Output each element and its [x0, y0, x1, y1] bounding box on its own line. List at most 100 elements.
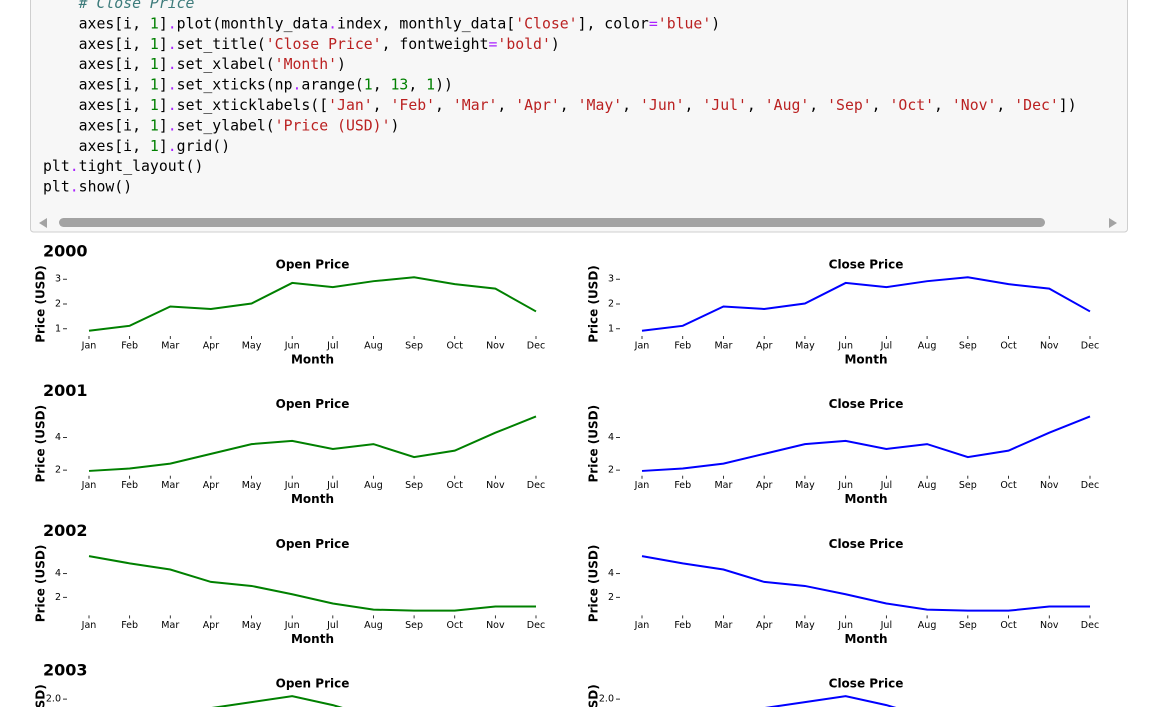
y-tick-label: 4	[608, 568, 614, 579]
x-tick-label: Nov	[486, 620, 505, 631]
x-tick-label: Feb	[121, 620, 138, 631]
x-tick-label: Mar	[161, 620, 179, 631]
y-axis-label: Price (USD)	[587, 405, 601, 483]
y-tick-label: 3	[55, 274, 61, 285]
x-tick-label: Apr	[756, 620, 773, 631]
y-tick-label: 2	[55, 592, 61, 603]
code-line: plt.tight_layout()	[43, 158, 203, 175]
x-axis-label: Month	[844, 353, 887, 367]
chart-title: Close Price	[829, 397, 904, 411]
y-tick-label: 2.0	[46, 694, 61, 705]
y-tick-label: 1	[608, 323, 614, 334]
y-tick-label: 2	[608, 299, 614, 310]
x-tick-label: Dec	[527, 620, 545, 631]
x-tick-label: Jun	[837, 480, 853, 491]
code-cell	[30, 0, 1128, 233]
x-tick-label: Apr	[756, 480, 773, 491]
price-line	[641, 415, 1091, 472]
price-line	[641, 276, 1091, 332]
x-tick-label: Jul	[880, 480, 892, 491]
y-tick-label: 2	[608, 592, 614, 603]
x-tick-label: May	[795, 480, 815, 491]
price-line	[88, 555, 536, 612]
code-line: axes[i, 1].set_xticklabels(['Jan', 'Feb'…	[43, 97, 1077, 114]
chart-title: Open Price	[276, 677, 350, 691]
x-tick-label: Mar	[161, 480, 179, 491]
x-tick-label: Jan	[634, 620, 650, 631]
chart-title: Open Price	[276, 537, 350, 551]
x-tick-label: Sep	[959, 341, 977, 352]
y-tick-label: 3	[608, 274, 614, 285]
x-tick-label: Jun	[284, 341, 300, 352]
scroll-thumb[interactable]	[59, 218, 1045, 227]
y-tick-label: 2.0	[599, 694, 614, 705]
code-line: plt.show()	[43, 179, 132, 196]
x-tick-label: Dec	[1081, 620, 1099, 631]
x-tick-label: Jan	[81, 620, 97, 631]
x-tick-label: Aug	[918, 341, 937, 352]
y-tick-label: 2	[608, 465, 614, 476]
x-tick-label: Jun	[284, 620, 300, 631]
x-tick-label: Dec	[1081, 480, 1099, 491]
x-tick-label: Oct	[1000, 341, 1017, 352]
x-tick-label: Nov	[1040, 341, 1059, 352]
y-axis-label: Price (USD)	[34, 684, 48, 707]
x-tick-label: Feb	[121, 341, 138, 352]
x-axis-label: Month	[291, 632, 334, 646]
x-tick-label: Oct	[1000, 620, 1017, 631]
x-tick-label: Aug	[918, 620, 937, 631]
x-tick-label: Jul	[326, 480, 338, 491]
x-tick-label: Dec	[527, 480, 545, 491]
scroll-right[interactable]	[1109, 218, 1117, 228]
x-tick-label: Sep	[405, 620, 423, 631]
x-tick-label: Feb	[674, 341, 691, 352]
x-tick-label: Aug	[364, 341, 383, 352]
x-tick-label: Oct	[447, 620, 464, 631]
scroll-left[interactable]	[39, 218, 47, 228]
y-tick-label: 4	[55, 432, 61, 443]
code-line: axes[i, 1].set_ylabel('Price (USD)')	[43, 117, 399, 134]
y-tick-label: 1	[55, 323, 61, 334]
x-tick-label: Jun	[284, 480, 300, 491]
x-tick-label: May	[795, 620, 815, 631]
chart-title: Close Price	[829, 258, 904, 272]
x-tick-label: Jan	[81, 341, 97, 352]
x-tick-label: Jan	[634, 341, 650, 352]
row-label: 2003	[43, 661, 88, 680]
x-tick-label: May	[795, 341, 815, 352]
y-axis-label: Price (USD)	[34, 545, 48, 623]
chart-title: Close Price	[829, 677, 904, 691]
chart-title: Close Price	[829, 537, 904, 551]
x-tick-label: Dec	[1081, 341, 1099, 352]
x-tick-label: Jul	[326, 620, 338, 631]
code-line: axes[i, 1].plot(monthly_data.index, mont…	[43, 15, 720, 32]
row-label: 2001	[43, 381, 88, 400]
x-tick-label: Jul	[880, 341, 892, 352]
x-tick-label: Sep	[405, 480, 423, 491]
y-tick-label: 2	[55, 465, 61, 476]
x-tick-label: Feb	[674, 620, 691, 631]
x-tick-label: May	[242, 480, 262, 491]
code-line: axes[i, 1].grid()	[43, 138, 230, 155]
x-tick-label: Jan	[634, 480, 650, 491]
y-axis-label: Price (USD)	[587, 265, 601, 343]
x-tick-label: Mar	[161, 341, 179, 352]
code-line: axes[i, 1].set_xlabel('Month')	[43, 56, 346, 73]
x-tick-label: Jan	[81, 480, 97, 491]
x-axis-label: Month	[291, 492, 334, 506]
x-tick-label: Apr	[203, 480, 220, 491]
row-label: 2000	[43, 242, 88, 261]
y-axis-label: Price (USD)	[34, 265, 48, 343]
x-tick-label: Aug	[364, 480, 383, 491]
x-tick-label: Mar	[714, 480, 732, 491]
x-tick-label: Dec	[527, 341, 545, 352]
code-block: # Close Price axes[i, 1].plot(monthly_da…	[43, 0, 1077, 196]
x-tick-label: May	[242, 620, 262, 631]
chart-title: Open Price	[276, 397, 350, 411]
x-tick-label: Oct	[447, 480, 464, 491]
x-tick-label: Nov	[1040, 480, 1059, 491]
y-tick-label: 4	[55, 568, 61, 579]
x-tick-label: Oct	[447, 341, 464, 352]
x-tick-label: Aug	[364, 620, 383, 631]
